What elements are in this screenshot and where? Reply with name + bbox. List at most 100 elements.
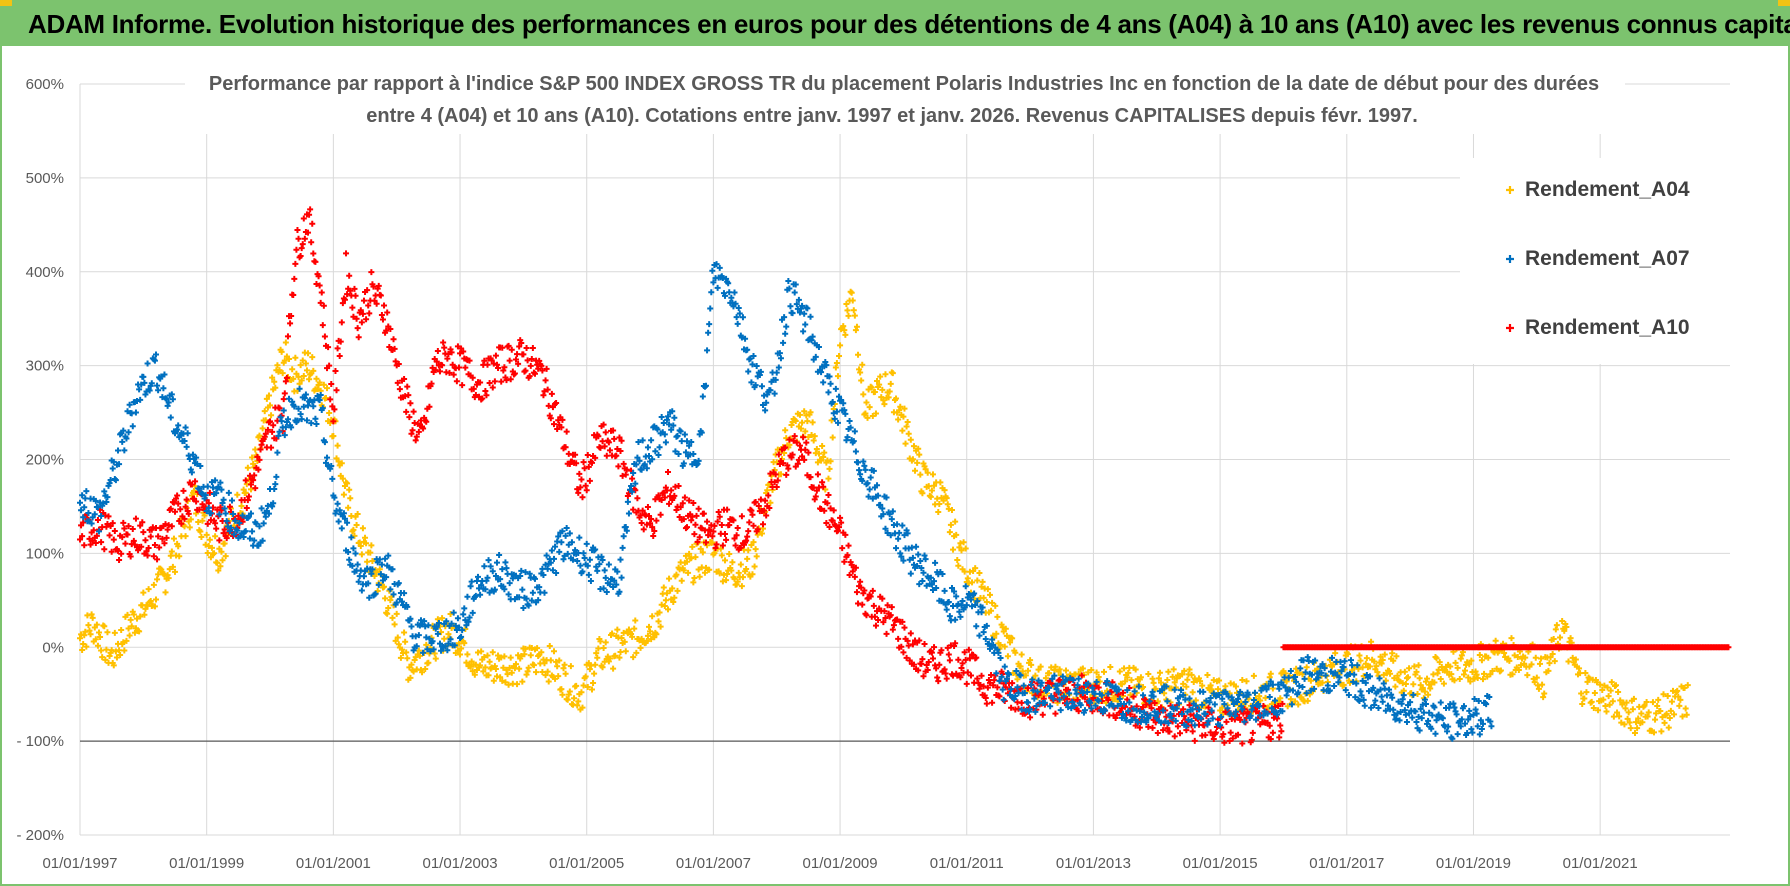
data-point: [1047, 703, 1054, 710]
data-point: [255, 466, 262, 473]
data-point: [638, 519, 645, 526]
data-point: [850, 307, 857, 314]
data-point: [443, 618, 450, 625]
data-point: [722, 530, 729, 537]
data-point: [1154, 710, 1161, 717]
data-point: [1276, 734, 1283, 741]
data-point: [1227, 710, 1234, 717]
data-point: [1641, 702, 1648, 709]
data-point: [441, 344, 448, 351]
data-point: [182, 424, 189, 431]
data-point: [1199, 701, 1206, 708]
corner-accent-left: [0, 0, 12, 6]
data-point: [576, 534, 583, 541]
data-point: [629, 475, 636, 482]
data-point: [1077, 702, 1084, 709]
data-point: [1375, 704, 1382, 711]
data-point: [93, 532, 100, 539]
data-point: [946, 529, 953, 536]
data-point: [535, 365, 542, 372]
data-point: [253, 520, 260, 527]
data-point: [600, 645, 607, 652]
data-point: [786, 436, 793, 443]
data-point: [1683, 711, 1690, 718]
data-point: [928, 487, 935, 494]
data-point: [523, 345, 530, 352]
data-point: [611, 435, 618, 442]
data-point: [104, 494, 111, 501]
x-tick-label: 01/01/2015: [1183, 855, 1258, 872]
data-point: [877, 373, 884, 380]
data-point: [508, 669, 515, 676]
data-point: [1276, 698, 1283, 705]
data-point: [826, 524, 833, 531]
data-point: [412, 437, 419, 444]
data-point: [1493, 665, 1500, 672]
data-point: [1017, 663, 1024, 670]
data-point: [965, 646, 972, 653]
data-point: [297, 362, 304, 369]
data-point: [903, 423, 910, 430]
data-point: [1081, 694, 1088, 701]
data-point: [675, 451, 682, 458]
data-point: [265, 510, 272, 517]
data-point: [842, 410, 849, 417]
data-point: [658, 497, 665, 504]
data-point: [906, 657, 913, 664]
data-point: [888, 516, 895, 523]
data-point: [953, 593, 960, 600]
data-point: [534, 645, 541, 652]
data-point: [132, 515, 139, 522]
data-point: [852, 327, 859, 334]
data-point: [553, 399, 560, 406]
data-point: [316, 282, 323, 289]
data-point: [403, 408, 410, 415]
data-point: [281, 432, 288, 439]
data-point: [680, 516, 687, 523]
data-point: [1259, 684, 1266, 691]
data-point: [459, 382, 466, 389]
data-point: [594, 654, 601, 661]
data-point: [861, 411, 868, 418]
data-point: [104, 521, 111, 527]
data-point: [1274, 711, 1281, 718]
data-point: [1228, 694, 1235, 701]
data-point: [599, 556, 606, 563]
data-point: [889, 508, 896, 515]
data-point: [527, 652, 534, 659]
data-point: [366, 594, 373, 601]
data-point: [788, 421, 795, 428]
data-point: [695, 457, 702, 464]
data-point: [298, 416, 305, 423]
data-point: [1532, 654, 1539, 661]
data-point: [1365, 688, 1372, 695]
data-point: [498, 378, 505, 385]
data-point: [818, 505, 825, 512]
data-point: [384, 309, 391, 316]
data-point: [478, 582, 485, 589]
data-point: [1684, 682, 1691, 689]
data-point: [1655, 696, 1662, 703]
data-point: [1332, 650, 1339, 657]
data-point: [269, 503, 276, 510]
data-point: [877, 501, 884, 508]
data-point: [306, 211, 313, 218]
data-point: [705, 532, 712, 539]
data-point: [1065, 686, 1072, 693]
data-point: [1149, 688, 1156, 695]
data-point: [154, 382, 161, 389]
data-point: [847, 424, 854, 431]
data-point: [1178, 687, 1185, 694]
data-point: [280, 396, 287, 403]
data-point: [648, 437, 655, 444]
data-point: [1207, 682, 1214, 689]
data-point: [1004, 653, 1011, 660]
data-point: [1220, 731, 1227, 738]
data-point: [412, 633, 419, 640]
data-point: [888, 604, 895, 611]
data-point: [1078, 672, 1085, 679]
data-point: [789, 451, 796, 458]
data-point: [606, 447, 613, 454]
data-point: [407, 400, 414, 407]
data-point: [958, 602, 965, 609]
